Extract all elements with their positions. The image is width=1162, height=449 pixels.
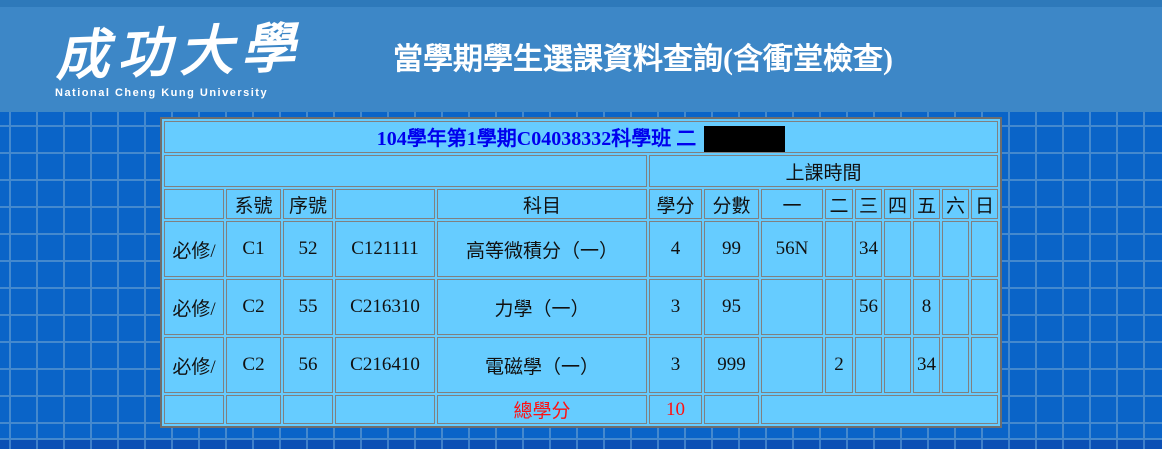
- empty-cell: [226, 395, 281, 424]
- table-row: 必修/ C2 56 C216410 電磁學（一） 3 999 2 34: [164, 337, 998, 393]
- schedule-header-row: 上課時間: [164, 155, 998, 187]
- cell-mon: [761, 337, 823, 393]
- cell-thu: [884, 279, 911, 335]
- schedule-spacer-cell: [164, 155, 647, 187]
- cell-credits: 3: [649, 337, 702, 393]
- logo-calligraphy: 成功大學: [54, 17, 304, 87]
- total-credits-label: 總學分: [437, 395, 647, 424]
- cell-thu: [884, 221, 911, 277]
- cell-type: 必修/: [164, 221, 224, 277]
- cell-fri: 8: [913, 279, 940, 335]
- cell-credits: 4: [649, 221, 702, 277]
- cell-tue: [825, 221, 853, 277]
- cell-score: 999: [704, 337, 759, 393]
- total-credits-value: 10: [649, 395, 702, 424]
- cell-subject: 高等微積分（一）: [437, 221, 647, 277]
- cell-subject: 電磁學（一）: [437, 337, 647, 393]
- col-header-wed: 三: [855, 189, 882, 219]
- bottom-grid-band: [0, 438, 1162, 449]
- cell-dept: C2: [226, 337, 281, 393]
- cell-mon: [761, 279, 823, 335]
- col-header-credits: 學分: [649, 189, 702, 219]
- caption-row: 104學年第1學期C04038332科學班 二: [164, 121, 998, 153]
- col-header-score: 分數: [704, 189, 759, 219]
- cell-wed: [855, 337, 882, 393]
- col-header-subject: 科目: [437, 189, 647, 219]
- cell-sat: [942, 337, 969, 393]
- col-header-mon: 一: [761, 189, 823, 219]
- cell-type: 必修/: [164, 279, 224, 335]
- cell-score: 99: [704, 221, 759, 277]
- table-row: 必修/ C1 52 C121111 高等微積分（一） 4 99 56N 34: [164, 221, 998, 277]
- cell-mon: 56N: [761, 221, 823, 277]
- empty-cell: [164, 395, 224, 424]
- col-header-tue: 二: [825, 189, 853, 219]
- background-grid: 104學年第1學期C04038332科學班 二 上課時間 系號 序號 科目 學分…: [0, 112, 1162, 449]
- cell-sun: [971, 221, 998, 277]
- cell-fri: [913, 221, 940, 277]
- cell-thu: [884, 337, 911, 393]
- cell-sat: [942, 221, 969, 277]
- cell-wed: 56: [855, 279, 882, 335]
- cell-sun: [971, 337, 998, 393]
- cell-subject: 力學（一）: [437, 279, 647, 335]
- cell-tue: [825, 279, 853, 335]
- col-header-seq: 序號: [283, 189, 333, 219]
- logo-subtitle: National Cheng Kung University: [55, 86, 269, 99]
- col-header-thu: 四: [884, 189, 911, 219]
- empty-cell: [283, 395, 333, 424]
- cell-code: C216310: [335, 279, 435, 335]
- cell-tue: 2: [825, 337, 853, 393]
- total-row: 總學分 10: [164, 395, 998, 424]
- col-header-sun: 日: [971, 189, 998, 219]
- table-caption: 104學年第1學期C04038332科學班 二: [376, 128, 697, 150]
- cell-type: 必修/: [164, 337, 224, 393]
- cell-code: C216410: [335, 337, 435, 393]
- cell-seq: 52: [283, 221, 333, 277]
- page-title: 當學期學生選課資料查詢(含衝堂檢查): [393, 42, 893, 76]
- cell-dept: C1: [226, 221, 281, 277]
- cell-credits: 3: [649, 279, 702, 335]
- cell-fri: 34: [913, 337, 940, 393]
- redaction-box: [704, 126, 786, 152]
- cell-wed: 34: [855, 221, 882, 277]
- course-table: 104學年第1學期C04038332科學班 二 上課時間 系號 序號 科目 學分…: [160, 117, 1002, 428]
- col-header-fri: 五: [913, 189, 940, 219]
- cell-score: 95: [704, 279, 759, 335]
- col-header-sat: 六: [942, 189, 969, 219]
- header-band: 成功大學 National Cheng Kung University 當學期學…: [0, 0, 1162, 112]
- total-row-filler: [761, 395, 998, 424]
- cell-sat: [942, 279, 969, 335]
- cell-seq: 56: [283, 337, 333, 393]
- table-row: 必修/ C2 55 C216310 力學（一） 3 95 56 8: [164, 279, 998, 335]
- cell-seq: 55: [283, 279, 333, 335]
- empty-cell: [335, 395, 435, 424]
- schedule-header-cell: 上課時間: [649, 155, 998, 187]
- cell-sun: [971, 279, 998, 335]
- column-header-row: 系號 序號 科目 學分 分數 一 二 三 四 五 六 日: [164, 189, 998, 219]
- col-header-dept: 系號: [226, 189, 281, 219]
- col-header-code: [335, 189, 435, 219]
- empty-cell: [704, 395, 759, 424]
- table-caption-cell: 104學年第1學期C04038332科學班 二: [164, 121, 998, 153]
- ncku-logo: 成功大學 National Cheng Kung University: [54, 18, 335, 99]
- cell-dept: C2: [226, 279, 281, 335]
- col-header-type: [164, 189, 224, 219]
- cell-code: C121111: [335, 221, 435, 277]
